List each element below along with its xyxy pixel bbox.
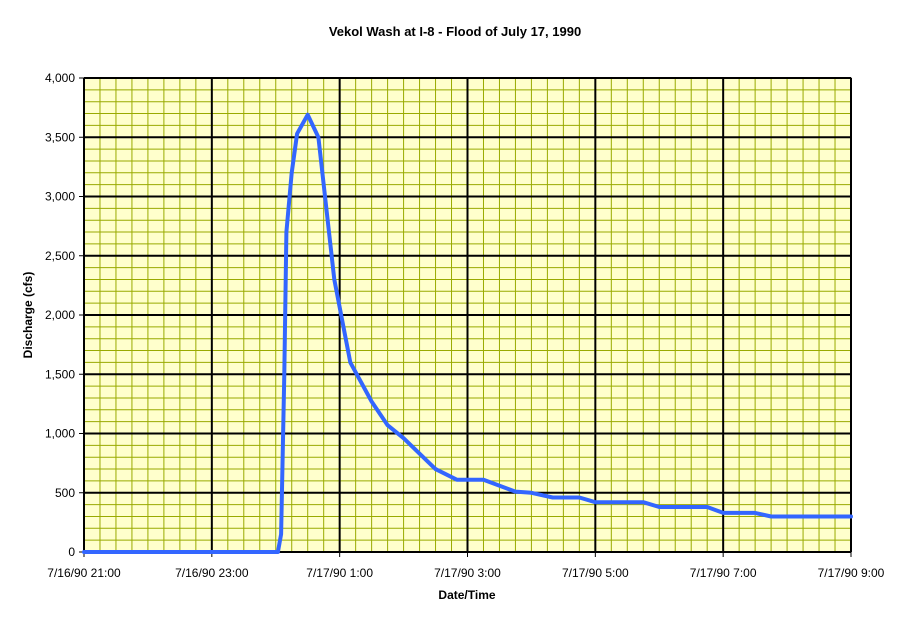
y-axis-label: Discharge (cfs) <box>21 272 35 359</box>
y-tick-label: 1,000 <box>45 427 75 441</box>
x-tick-label: 7/17/90 7:00 <box>690 566 757 580</box>
x-tick-label: 7/16/90 21:00 <box>47 566 121 580</box>
x-tick-label: 7/17/90 5:00 <box>562 566 629 580</box>
x-tick-label: 7/17/90 9:00 <box>818 566 885 580</box>
y-tick-label: 2,000 <box>45 308 75 322</box>
y-tick-label: 2,500 <box>45 249 75 263</box>
y-axis-ticks: 0 500 1,000 1,500 2,000 2,500 3,000 3,500 4,000 <box>45 71 84 559</box>
x-axis-ticks: 7/16/90 21:00 7/16/90 23:00 7/17/90 1:00 7/… <box>47 552 885 580</box>
x-tick-label: 7/17/90 3:00 <box>434 566 501 580</box>
x-tick-label: 7/17/90 1:00 <box>306 566 373 580</box>
discharge-series-line <box>82 112 853 554</box>
y-tick-label: 500 <box>55 486 75 500</box>
x-axis-label: Date/Time <box>438 588 495 602</box>
y-tick-label: 3,000 <box>45 190 75 204</box>
y-tick-label: 0 <box>68 545 75 559</box>
y-tick-label: 1,500 <box>45 367 75 381</box>
y-tick-label: 3,500 <box>45 130 75 144</box>
y-tick-label: 4,000 <box>45 71 75 85</box>
x-tick-label: 7/16/90 23:00 <box>175 566 249 580</box>
chart-title: Vekol Wash at I-8 - Flood of July 17, 19… <box>329 24 581 39</box>
